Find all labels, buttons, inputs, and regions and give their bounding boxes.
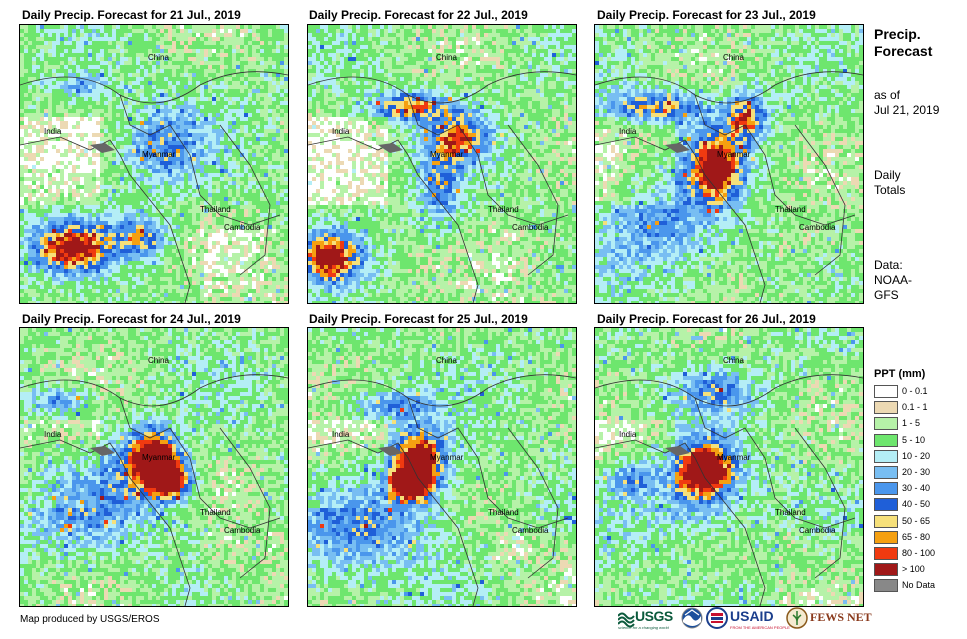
panel-title: Daily Precip. Forecast for 26 Jul., 2019 [597,312,816,326]
legend-swatch [874,385,898,398]
fewsnet-logo: FEWS NET [786,606,872,632]
data-source-line3: GFS [874,288,912,303]
noaa-logo [681,606,703,632]
precip-map: China India Myanmar Thailand Cambodia [594,327,864,607]
panel-title: Daily Precip. Forecast for 23 Jul., 2019 [597,8,816,22]
legend-swatch [874,563,898,577]
country-label: Myanmar [142,150,175,159]
legend-swatch [874,449,898,463]
precip-grid [308,25,576,303]
country-label: Thailand [775,205,806,214]
usgs-logo: USGS science for a changing world [617,606,680,632]
country-label: Thailand [200,508,231,517]
sidebar-title-line1: Precip. [874,26,932,43]
sidebar-title-line2: Forecast [874,43,932,60]
legend-label: 80 - 100 [902,547,935,559]
totals-line1: Daily [874,168,905,183]
usaid-wordmark: USAID [730,608,774,624]
country-label: China [723,53,744,62]
legend-swatch [874,417,898,431]
data-source-line1: Data: [874,258,912,273]
precip-map: China India Myanmar Thailand Cambodia [307,24,577,304]
legend-swatch [874,547,898,560]
country-label: Myanmar [430,453,463,462]
fewsnet-wordmark: FEWS NET [810,610,872,625]
legend-label: 0.1 - 1 [902,401,928,413]
as-of-label: as of [874,88,939,103]
country-label: Thailand [488,508,519,517]
legend-swatch [874,466,898,479]
country-label: China [148,356,169,365]
as-of-date: as of Jul 21, 2019 [874,88,939,118]
country-label: India [332,127,349,136]
legend-label: > 100 [902,563,925,575]
country-label: Cambodia [224,526,260,535]
sidebar-title: Precip. Forecast [874,26,932,60]
country-label: India [44,127,61,136]
country-label: Myanmar [430,150,463,159]
totals-note: Daily Totals [874,168,905,198]
legend-label: 40 - 50 [902,498,930,510]
legend-swatch [874,579,898,593]
legend-label: 5 - 10 [902,434,925,446]
country-label: Cambodia [799,223,835,232]
country-label: Cambodia [512,526,548,535]
data-source: Data: NOAA- GFS [874,258,912,303]
data-source-line2: NOAA- [874,273,912,288]
legend-swatch [874,433,898,447]
totals-line2: Totals [874,183,905,198]
country-label: India [332,430,349,439]
legend-label: 50 - 65 [902,515,930,527]
as-of-value: Jul 21, 2019 [874,103,939,118]
country-label: Myanmar [717,453,750,462]
panel-title: Daily Precip. Forecast for 24 Jul., 2019 [22,312,241,326]
country-label: China [148,53,169,62]
usaid-tagline: FROM THE AMERICAN PEOPLE [730,625,790,630]
legend-swatch [874,530,898,544]
country-label: Thailand [775,508,806,517]
usgs-wordmark: USGS [635,608,673,624]
legend-swatch [874,482,898,496]
precip-grid [595,25,863,303]
country-label: Thailand [488,205,519,214]
country-label: Myanmar [142,453,175,462]
precip-grid [595,328,863,606]
legend-label: 20 - 30 [902,466,930,478]
country-label: India [44,430,61,439]
legend-label: 30 - 40 [902,482,930,494]
country-label: India [619,127,636,136]
precip-map: China India Myanmar Thailand Cambodia [307,327,577,607]
legend-label: 65 - 80 [902,531,930,543]
precip-map: China India Myanmar Thailand Cambodia [19,24,289,304]
legend-label: 0 - 0.1 [902,385,928,397]
usaid-logo: USAID FROM THE AMERICAN PEOPLE [706,606,790,632]
legend-label: 1 - 5 [902,417,920,429]
country-label: Thailand [200,205,231,214]
panel-title: Daily Precip. Forecast for 22 Jul., 2019 [309,8,528,22]
legend-swatch [874,514,898,528]
legend-label: No Data [902,579,935,591]
country-label: China [436,356,457,365]
legend-swatch [874,498,898,512]
precip-map: China India Myanmar Thailand Cambodia [594,24,864,304]
legend-swatch [874,401,898,415]
legend-label: 10 - 20 [902,450,930,462]
panel-title: Daily Precip. Forecast for 25 Jul., 2019 [309,312,528,326]
usgs-tagline: science for a changing world [618,625,669,630]
country-label: Myanmar [717,150,750,159]
panel-title: Daily Precip. Forecast for 21 Jul., 2019 [22,8,241,22]
precip-grid [20,328,288,606]
precip-grid [20,25,288,303]
country-label: Cambodia [224,223,260,232]
legend-title: PPT (mm) [874,368,925,380]
country-label: China [436,53,457,62]
precip-map: China India Myanmar Thailand Cambodia [19,327,289,607]
country-label: Cambodia [512,223,548,232]
country-label: India [619,430,636,439]
precip-grid [308,328,576,606]
map-credit: Map produced by USGS/EROS [20,614,160,625]
country-label: Cambodia [799,526,835,535]
country-label: China [723,356,744,365]
